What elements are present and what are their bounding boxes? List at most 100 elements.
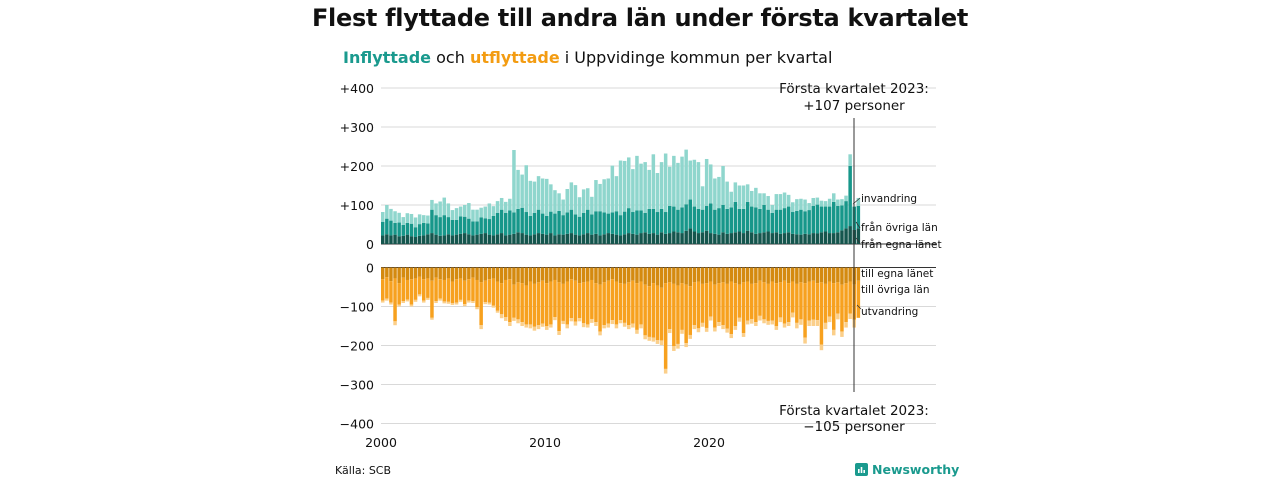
bar-top-1 (430, 209, 434, 234)
bar-bottom-0 (434, 267, 438, 278)
bar-bottom-2 (819, 344, 824, 351)
bar-bottom-0 (635, 267, 639, 284)
bar-bottom-1 (639, 281, 643, 325)
bar-bottom-1 (696, 281, 701, 329)
bar-top-1 (655, 212, 660, 235)
bar-bottom-0 (725, 267, 729, 284)
bar-top-2 (823, 201, 828, 207)
bar-bottom-0 (848, 267, 852, 282)
bar-bottom-1 (811, 280, 815, 320)
bar-bottom-0 (692, 267, 697, 283)
bar-bottom-2 (639, 324, 643, 329)
bar-bottom-0 (549, 267, 553, 282)
bar-bottom-0 (532, 267, 537, 284)
bar-bottom-0 (545, 267, 549, 284)
bar-top-2 (733, 182, 738, 202)
bar-bottom-1 (733, 283, 738, 326)
gridlines (381, 87, 936, 424)
bar-top-0 (504, 235, 508, 244)
bar-bottom-2 (659, 340, 664, 346)
bar-bottom-0 (405, 267, 410, 280)
bar-bottom-2 (586, 324, 590, 328)
y-tick-bottom: −200 (340, 339, 374, 354)
bar-top-0 (524, 234, 528, 244)
bar-bottom-2 (827, 316, 832, 323)
bar-top-2 (438, 201, 442, 218)
bar-bottom-2 (627, 325, 631, 330)
bar-bottom-2 (532, 326, 537, 331)
bar-bottom-0 (598, 267, 602, 285)
label-till-ovriga-lan: till övriga län (861, 284, 930, 296)
bar-top-1 (508, 210, 512, 235)
bar-bottom-1 (508, 279, 512, 323)
bar-top-0 (434, 234, 438, 244)
bar-top-0 (438, 235, 442, 244)
bar-bottom-2 (836, 313, 840, 320)
bar-top-2 (549, 184, 553, 212)
bar-bottom-2 (594, 322, 598, 326)
bar-bottom-2 (540, 323, 545, 327)
bar-bottom-2 (704, 327, 709, 332)
bar-bottom-0 (717, 267, 721, 284)
bar-bottom-0 (581, 267, 586, 283)
bar-bottom-1 (676, 285, 680, 344)
bar-top-1 (631, 212, 635, 234)
bar-bottom-2 (471, 301, 475, 303)
bar-top-0 (573, 234, 578, 244)
bar-top-1 (491, 215, 496, 236)
bar-top-1 (606, 213, 610, 234)
bar-top-0 (844, 228, 848, 244)
bar-bottom-1 (688, 286, 692, 335)
bar-bottom-0 (385, 267, 389, 278)
bar-bottom-2 (655, 340, 660, 344)
bar-top-2 (655, 173, 660, 213)
bar-top-0 (487, 234, 492, 244)
y-tick-bottom: 0 (366, 261, 374, 276)
bar-bottom-1 (540, 280, 545, 324)
bar-top-0 (405, 234, 410, 244)
bar-top-2 (680, 156, 684, 208)
bar-bottom-2 (725, 328, 729, 333)
bar-bottom-2 (614, 324, 619, 329)
bar-top-2 (524, 165, 528, 213)
bar-top-0 (688, 228, 692, 244)
bar-top-0 (512, 233, 516, 244)
bar-bottom-1 (553, 279, 557, 318)
bar-bottom-1 (545, 283, 549, 326)
bar-bottom-2 (618, 320, 623, 324)
bar-top-2 (688, 160, 692, 200)
bar-bottom-1 (791, 281, 795, 313)
source-note: Källa: SCB (335, 464, 392, 477)
bar-top-0 (471, 235, 475, 244)
bar-top-2 (795, 199, 799, 211)
bar-bottom-2 (446, 301, 451, 304)
bar-bottom-2 (721, 325, 725, 330)
bar-bottom-0 (450, 267, 455, 282)
bar-top-2 (762, 193, 766, 205)
bar-top-2 (504, 201, 508, 213)
bar-bottom-2 (598, 331, 602, 336)
bar-top-0 (668, 233, 672, 244)
bar-bottom-0 (684, 267, 688, 285)
bar-top-0 (565, 233, 569, 244)
bar-top-2 (475, 209, 479, 222)
bar-top-2 (483, 206, 487, 219)
bar-top-0 (680, 233, 684, 244)
bar-bottom-0 (536, 267, 541, 283)
bar-top-1 (745, 201, 750, 231)
bar-bottom-1 (725, 283, 729, 329)
bar-bottom-2 (631, 323, 635, 328)
bar-top-1 (668, 205, 672, 234)
bar-bottom-2 (663, 368, 668, 374)
bar-bottom-2 (499, 314, 504, 319)
bar-bottom-1 (663, 283, 668, 369)
bar-top-2 (676, 162, 680, 210)
bar-top-2 (586, 188, 590, 210)
bar-bottom-2 (709, 316, 713, 321)
bar-bottom-0 (840, 267, 844, 285)
bar-bottom-0 (516, 267, 520, 283)
bar-top-1 (799, 209, 803, 235)
annotation-top-line1: Första kvartalet 2023: (779, 81, 929, 97)
bar-top-2 (577, 197, 582, 217)
